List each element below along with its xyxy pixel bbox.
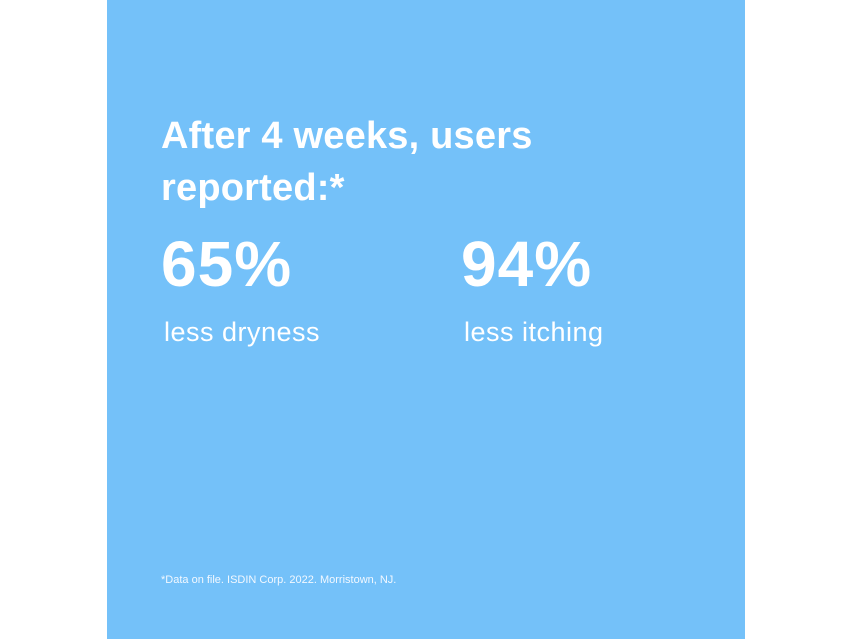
- stat-dryness: 65% less dryness: [161, 228, 320, 350]
- stat-label: less itching: [464, 317, 604, 347]
- stat-label: less dryness: [164, 317, 321, 347]
- stat-itching: 94% less itching: [461, 228, 604, 350]
- stat-value: 94%: [461, 228, 593, 300]
- stat-value: 65%: [161, 228, 293, 300]
- promo-panel: After 4 weeks, users reported:* 65% less…: [107, 0, 745, 639]
- footnote: *Data on file. ISDIN Corp. 2022. Morrist…: [161, 574, 397, 586]
- headline: After 4 weeks, users reported:*: [161, 115, 533, 209]
